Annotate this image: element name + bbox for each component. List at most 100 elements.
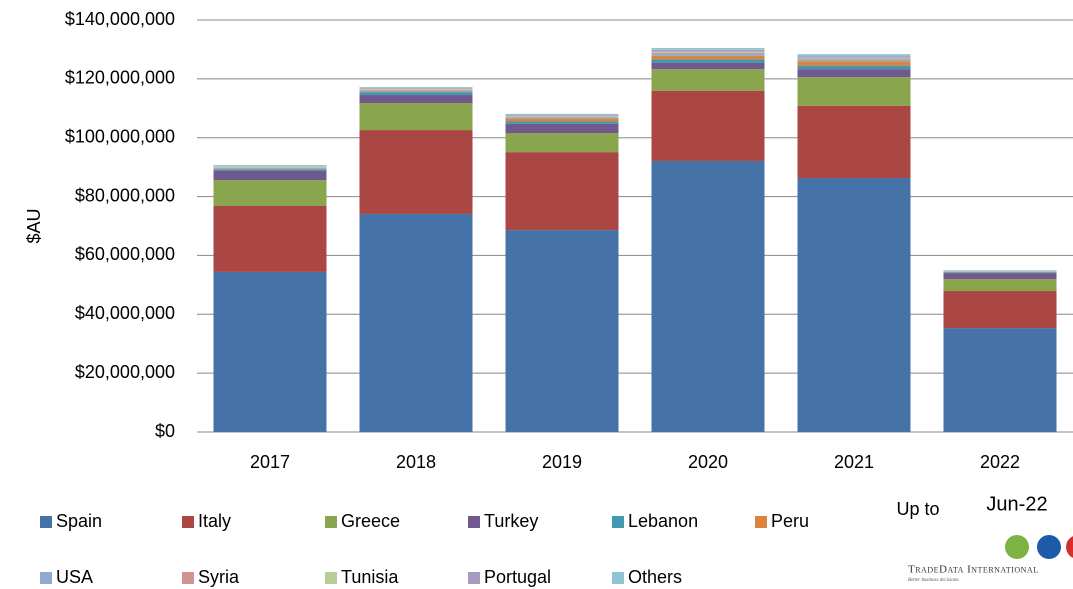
bar-segment xyxy=(797,57,911,59)
bar-segment xyxy=(359,213,473,432)
bar-segment xyxy=(651,55,765,60)
bar-segment xyxy=(797,65,911,70)
x-tick-label: 2017 xyxy=(250,452,290,472)
bar-segment xyxy=(213,166,327,168)
logo-globe xyxy=(1037,535,1061,559)
bar-segment xyxy=(651,51,765,53)
legend-swatch xyxy=(468,516,480,528)
bar-segment xyxy=(651,52,765,54)
bar-segment xyxy=(359,88,473,90)
bar-segment xyxy=(505,115,619,117)
legend-swatch xyxy=(612,572,624,584)
legend-swatch xyxy=(40,516,52,528)
bar-segment xyxy=(359,89,473,90)
logo-tagline: Better business decisions. xyxy=(908,578,960,583)
y-tick-label: $0 xyxy=(155,421,175,441)
bar-segment xyxy=(651,53,765,56)
bar-segment xyxy=(797,54,911,57)
legend-swatch xyxy=(468,572,480,584)
legend-label: Others xyxy=(628,567,682,587)
logo-globe xyxy=(1005,535,1029,559)
bar-segment xyxy=(651,62,765,70)
bar-segment xyxy=(505,118,619,122)
x-tick-label: 2018 xyxy=(396,452,436,472)
y-tick-label: $60,000,000 xyxy=(75,244,175,264)
bar-segment xyxy=(359,90,473,92)
bar-segment xyxy=(505,116,619,118)
bar-segment xyxy=(943,278,1057,292)
bar-segment xyxy=(797,178,911,432)
legend-label: Portugal xyxy=(484,567,551,587)
y-tick-label: $120,000,000 xyxy=(65,68,175,88)
bar-segment xyxy=(213,170,327,181)
bar-segment xyxy=(797,69,911,78)
bar-segment xyxy=(797,61,911,66)
logo-name: TradeData International xyxy=(908,564,1039,576)
y-tick-label: $40,000,000 xyxy=(75,303,175,323)
bar-segment xyxy=(651,90,765,161)
bar-segment xyxy=(505,115,619,116)
bar-segment xyxy=(797,58,911,60)
bar-segment xyxy=(505,121,619,124)
bar-segment xyxy=(943,272,1057,274)
legend-swatch xyxy=(325,572,337,584)
note: Up to xyxy=(896,499,939,519)
bar-segment xyxy=(359,130,473,214)
bar-segment xyxy=(213,167,327,169)
y-tick-label: $140,000,000 xyxy=(65,9,175,29)
legend-label: Italy xyxy=(198,511,231,531)
bar-segment xyxy=(213,166,327,167)
bar-segment xyxy=(505,113,619,116)
legend-label: Turkey xyxy=(484,511,538,531)
bar-segment xyxy=(797,77,911,106)
x-tick-label: 2019 xyxy=(542,452,582,472)
bar-segment xyxy=(505,152,619,231)
x-tick-label: 2020 xyxy=(688,452,728,472)
logo-globe xyxy=(1066,536,1073,558)
bar-segment xyxy=(943,291,1057,329)
legend-swatch xyxy=(40,572,52,584)
logo: TradeData International Better business … xyxy=(908,535,1073,583)
bar-segment xyxy=(505,117,619,119)
legend-label: Lebanon xyxy=(628,511,698,531)
legend-label: USA xyxy=(56,567,93,587)
bar-segment xyxy=(943,271,1057,272)
bar-segment xyxy=(359,102,473,131)
bar-segment xyxy=(943,273,1057,279)
legend-label: Peru xyxy=(771,511,809,531)
bar-segment xyxy=(505,133,619,153)
legend-swatch xyxy=(612,516,624,528)
bar-segment xyxy=(651,160,765,432)
bar-segment xyxy=(651,59,765,63)
y-tick-label: $80,000,000 xyxy=(75,185,175,205)
bar-segment xyxy=(359,91,473,93)
bar-segment xyxy=(359,92,473,96)
legend-label: Spain xyxy=(56,511,102,531)
y-tick-label: $20,000,000 xyxy=(75,362,175,382)
bar-segment xyxy=(651,69,765,91)
bar-segment xyxy=(651,49,765,52)
x-tick-label: 2021 xyxy=(834,452,874,472)
bar-segment xyxy=(359,87,473,89)
bar-segment xyxy=(213,205,327,272)
x-tick-label: 2022 xyxy=(980,452,1020,472)
legend-swatch xyxy=(182,572,194,584)
bar-segment xyxy=(797,56,911,58)
legend-label: Greece xyxy=(341,511,400,531)
bar-segment xyxy=(943,328,1057,432)
bar-segment xyxy=(213,271,327,432)
y-axis-label: $AU xyxy=(24,208,44,243)
bar-segment xyxy=(213,165,327,167)
legend-label: Syria xyxy=(198,567,240,587)
legend-swatch xyxy=(755,516,767,528)
legend-swatch xyxy=(325,516,337,528)
legend-label: Tunisia xyxy=(341,567,399,587)
note: Jun-22 xyxy=(986,493,1047,515)
bar-segment xyxy=(651,47,765,50)
bar-segment xyxy=(213,169,327,171)
bar-segment xyxy=(213,168,327,170)
bar-segment xyxy=(797,59,911,62)
bar-segment xyxy=(505,230,619,432)
bar-segment xyxy=(359,95,473,103)
